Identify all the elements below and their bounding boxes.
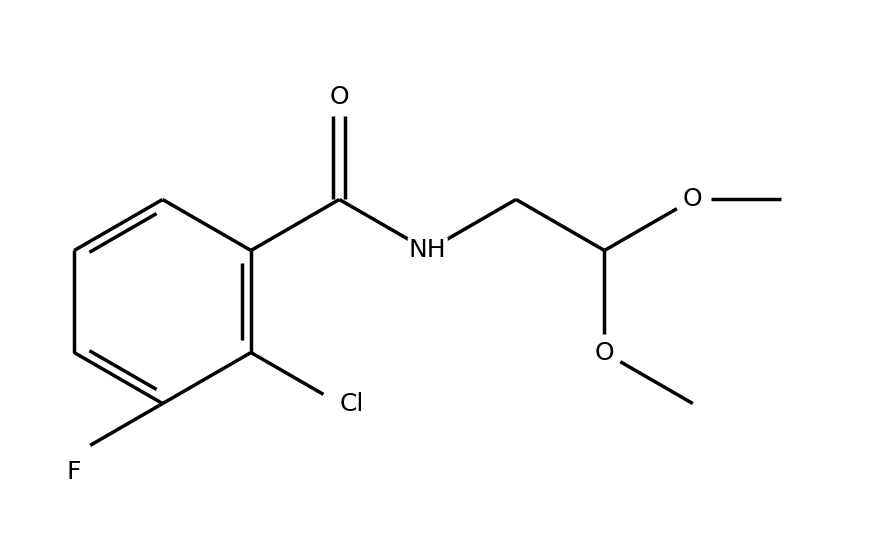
Text: O: O [683,188,703,211]
Text: NH: NH [408,238,447,263]
Text: O: O [330,86,349,109]
Text: Cl: Cl [339,391,363,416]
Text: O: O [595,341,614,364]
Text: F: F [67,460,82,484]
